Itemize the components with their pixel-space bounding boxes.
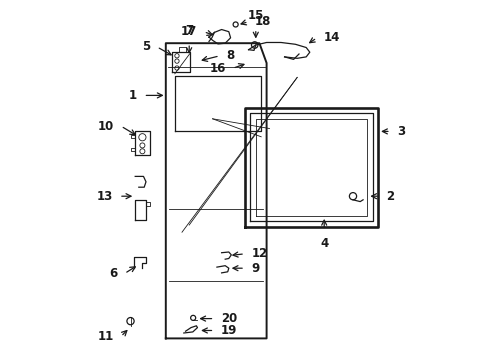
Text: 4: 4 xyxy=(320,237,328,250)
Text: 20: 20 xyxy=(221,312,237,325)
Text: 8: 8 xyxy=(226,49,235,62)
Text: 11: 11 xyxy=(98,330,114,343)
Text: 1: 1 xyxy=(129,89,137,102)
Text: 12: 12 xyxy=(251,247,268,260)
Text: 15: 15 xyxy=(247,9,264,22)
Text: 7: 7 xyxy=(185,24,193,37)
Text: 5: 5 xyxy=(142,40,150,53)
Text: 10: 10 xyxy=(98,120,114,132)
Text: 14: 14 xyxy=(323,31,340,44)
Text: 17: 17 xyxy=(181,25,197,38)
Text: 9: 9 xyxy=(251,262,260,275)
Text: 6: 6 xyxy=(110,267,118,280)
Text: 16: 16 xyxy=(210,62,226,75)
Text: 19: 19 xyxy=(221,324,237,337)
Text: 3: 3 xyxy=(397,125,405,138)
Text: 2: 2 xyxy=(387,190,394,203)
Text: 18: 18 xyxy=(255,15,271,28)
Text: 13: 13 xyxy=(96,190,113,203)
